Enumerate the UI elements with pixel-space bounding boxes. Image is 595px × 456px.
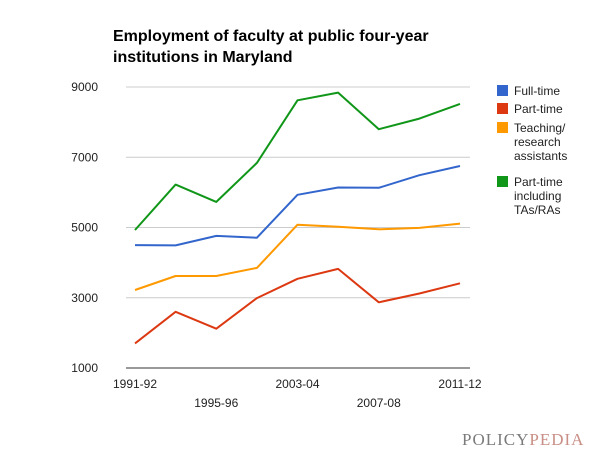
- legend-label-line: assistants: [514, 149, 567, 163]
- legend-label-line: Part-time: [514, 175, 563, 189]
- y-tick-label: 7000: [71, 150, 98, 164]
- gridlines: [126, 86, 470, 369]
- y-tick-label: 3000: [71, 291, 98, 305]
- x-axis-ticks: 1991-92 1995-96 2003-04 2007-08 2011-12: [113, 377, 482, 410]
- x-tick-label: 2003-04: [275, 377, 319, 391]
- legend-label: Teaching/research assistants: [514, 121, 567, 163]
- chart-title-line: Employment of faculty at public four-yea…: [113, 28, 429, 45]
- legend-item: Full-time: [497, 84, 560, 98]
- legend-label-line: Full-time: [514, 84, 560, 98]
- legend-swatch: [497, 85, 508, 96]
- legend-item: Part-time: [497, 102, 563, 116]
- legend-label: Part-time: [514, 102, 563, 116]
- legend-swatch: [497, 103, 508, 114]
- legend-item: Part-time including TAs/RAs: [497, 175, 563, 217]
- legend-swatch: [497, 122, 508, 133]
- chart-title: Employment of faculty at public four-yea…: [113, 28, 429, 66]
- legend-label: Part-time including TAs/RAs: [514, 175, 563, 217]
- y-axis-ticks: 1000 3000 5000 7000 9000: [71, 80, 98, 375]
- legend-label-line: TAs/RAs: [514, 203, 560, 217]
- legend: Full-time Part-time Teaching/research assis…: [497, 84, 567, 217]
- series-lines: [134, 91, 461, 345]
- x-tick-label: 2007-08: [357, 396, 401, 410]
- legend-swatch: [497, 176, 508, 187]
- brand-part-2: PEDIA: [529, 430, 585, 449]
- legend-item: Teaching/research assistants: [497, 121, 567, 163]
- legend-label-line: Teaching/: [514, 121, 566, 135]
- series-line: [134, 222, 461, 291]
- y-tick-label: 1000: [71, 361, 98, 375]
- x-tick-label: 1995-96: [194, 396, 238, 410]
- legend-label: Full-time: [514, 84, 560, 98]
- chart-title-line: institutions in Maryland: [113, 49, 293, 66]
- series-line: [134, 267, 461, 345]
- legend-label-line: research: [514, 135, 561, 149]
- brand-part-1: POLICY: [462, 430, 530, 449]
- legend-label-line: including: [514, 189, 561, 203]
- y-tick-label: 5000: [71, 221, 98, 235]
- x-tick-label: 1991-92: [113, 377, 157, 391]
- x-tick-label: 2011-12: [438, 377, 481, 391]
- y-tick-label: 9000: [71, 80, 98, 94]
- legend-label-line: Part-time: [514, 102, 563, 116]
- policypedia-logo: POLICYPEDIA: [462, 430, 584, 450]
- series-line: [134, 165, 461, 247]
- series-line: [134, 91, 461, 231]
